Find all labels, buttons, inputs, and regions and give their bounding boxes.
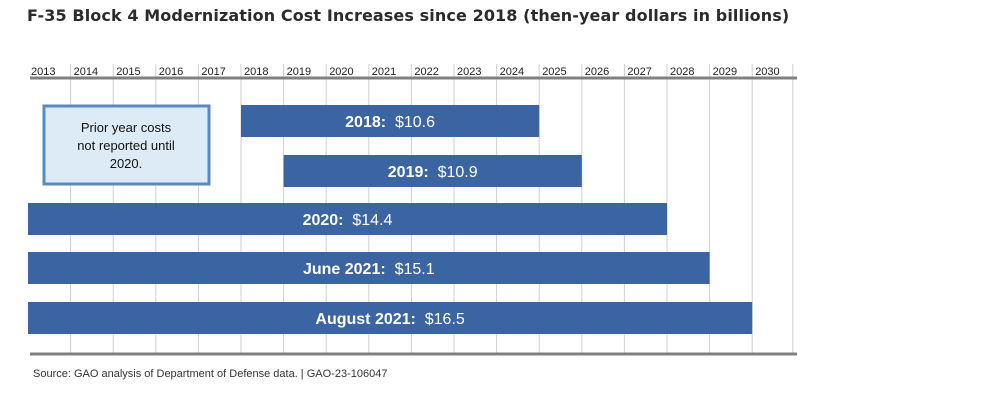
tick-label: 2020	[329, 66, 353, 78]
bar	[28, 302, 753, 334]
bar-label-value: $14.4	[352, 212, 392, 229]
source-note: Source: GAO analysis of Department of De…	[33, 368, 388, 380]
annotation-text-line: 2020.	[110, 156, 143, 171]
bar-label-value: $15.1	[395, 261, 435, 278]
tick-label: 2023	[457, 66, 481, 78]
tick-label: 2021	[372, 66, 396, 78]
bar-label-value: $16.5	[425, 311, 465, 328]
bar-label: 2018: $10.6	[345, 114, 435, 131]
bar	[28, 252, 710, 284]
tick-label: 2030	[755, 66, 779, 78]
bar-label: August 2021: $16.5	[315, 311, 465, 328]
tick-label: 2029	[713, 66, 737, 78]
tick-label: 2028	[670, 66, 694, 78]
tick-label: 2025	[542, 66, 566, 78]
annotation-box: Prior year costs not reported until 2020.	[42, 104, 211, 186]
bar-label-estimate: 2018:	[345, 114, 395, 131]
tick-label: 2016	[159, 66, 183, 78]
bar-label: 2019: $10.9	[388, 164, 478, 181]
axes	[30, 76, 797, 356]
bar-label: 2020: $14.4	[303, 212, 393, 229]
tick-label: 2019	[287, 66, 311, 78]
chart-title: F-35 Block 4 Modernization Cost Increase…	[27, 6, 790, 25]
annotation-box-rect	[42, 104, 211, 186]
bar	[28, 203, 667, 235]
bar-label-estimate: August 2021:	[315, 311, 424, 328]
bar-label-estimate: 2019:	[388, 164, 438, 181]
tick-label: 2022	[414, 66, 438, 78]
bars: 2018: $10.6 2019: $10.9 2020: $14.4 June 20…	[28, 105, 753, 334]
bar-label-estimate: June 2021:	[303, 261, 395, 278]
tick-label: 2027	[627, 66, 651, 78]
year-tick-labels: 2013 2014 2015 2016 2017 2018 2019 2020 2021 2022…	[31, 66, 780, 78]
tick-label: 2015	[116, 66, 140, 78]
tick-label: 2013	[31, 66, 55, 78]
annotation-text-line: not reported until	[77, 138, 175, 153]
bar-label-value: $10.6	[395, 114, 435, 131]
tick-label: 2014	[74, 66, 98, 78]
bar-label: June 2021: $15.1	[303, 261, 435, 278]
tick-label: 2026	[585, 66, 609, 78]
annotation-text-line: Prior year costs	[81, 120, 172, 135]
tick-label: 2024	[500, 66, 524, 78]
bar-label-estimate: 2020:	[303, 212, 353, 229]
bar	[241, 105, 540, 137]
tick-label: 2018	[244, 66, 268, 78]
bar-label-value: $10.9	[438, 164, 478, 181]
bar	[283, 155, 582, 187]
tick-label: 2017	[201, 66, 225, 78]
